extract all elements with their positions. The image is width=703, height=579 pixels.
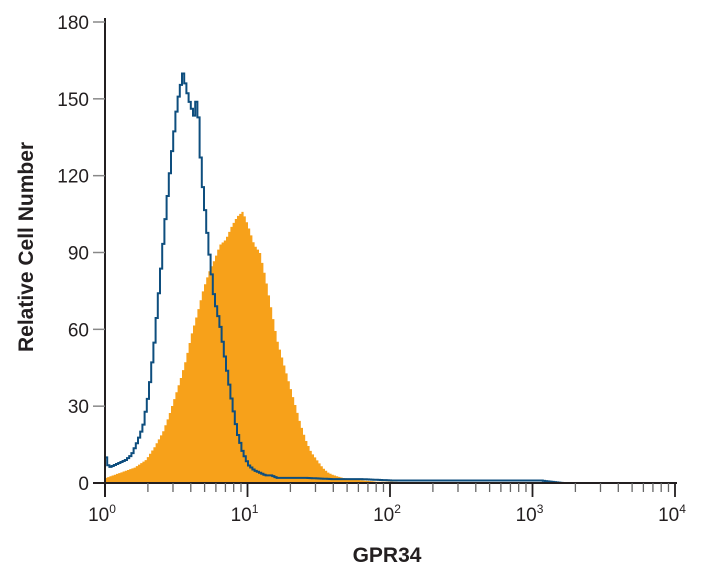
plot-area bbox=[105, 72, 677, 484]
y-axis: 0 30 60 90 120 150 180 bbox=[57, 13, 106, 497]
gpr34-filled-histogram bbox=[105, 211, 677, 483]
y-tick-label: 180 bbox=[57, 13, 89, 34]
x-tick-label: 100 bbox=[88, 502, 116, 526]
x-tick-label: 102 bbox=[373, 502, 401, 526]
x-tick-label: 104 bbox=[658, 502, 686, 526]
x-axis-title: GPR34 bbox=[353, 544, 422, 567]
isotype-outline-histogram bbox=[105, 72, 677, 484]
y-tick-label: 90 bbox=[68, 244, 89, 265]
y-tick-label: 120 bbox=[57, 167, 89, 188]
y-tick-label: 60 bbox=[68, 320, 89, 341]
y-axis-title: Relative Cell Number bbox=[15, 142, 38, 352]
x-tick-label: 103 bbox=[516, 502, 544, 526]
y-tick-label: 30 bbox=[68, 397, 89, 418]
y-tick-label: 150 bbox=[57, 90, 89, 111]
y-tick-label: 0 bbox=[78, 474, 89, 495]
x-tick-label: 101 bbox=[231, 502, 259, 526]
x-axis: 100 101 102 103 104 bbox=[88, 482, 686, 526]
